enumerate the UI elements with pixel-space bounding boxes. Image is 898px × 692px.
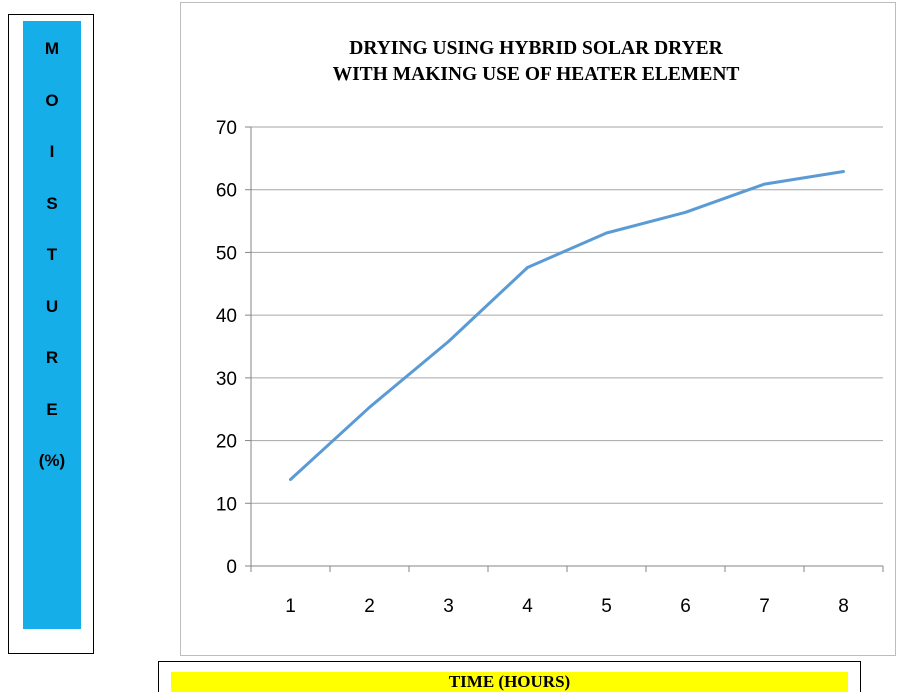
y-axis-label-letter: E (46, 399, 58, 419)
y-axis-label-letter: R (45, 348, 59, 367)
x-axis-label: TIME (HOURS) (171, 672, 848, 692)
y-tick-label: 30 (216, 369, 237, 390)
y-tick-label: 50 (216, 243, 237, 264)
x-tick-label: 5 (601, 596, 612, 617)
x-tick-label: 8 (838, 596, 849, 617)
x-tick-label: 1 (285, 596, 296, 617)
x-axis-label-box: TIME (HOURS) (158, 661, 861, 692)
y-axis-label-letter: M (44, 39, 60, 58)
y-tick-label: 20 (216, 432, 237, 453)
axes (250, 127, 884, 572)
y-tick-label: 70 (216, 118, 237, 139)
y-axis-label-box: M O I S T U R E (%) (8, 14, 94, 654)
y-axis-label-letter: T (46, 245, 58, 264)
y-axis-label-letters: M O I S T U R E (%) (23, 21, 81, 629)
x-tick-label: 6 (680, 596, 691, 617)
chart-title-line: DRYING USING HYBRID SOLAR DRYER (349, 38, 723, 59)
y-tick-label: 10 (216, 494, 237, 515)
series-line (289, 170, 845, 481)
y-axis-label: M O I S T U R E (%) (23, 21, 81, 629)
chart-frame: DRYING USING HYBRID SOLAR DRYER WITH MAKI… (180, 2, 896, 656)
line-chart: DRYING USING HYBRID SOLAR DRYER WITH MAKI… (216, 38, 884, 617)
y-axis-label-letter: I (49, 142, 55, 161)
y-tick-label: 40 (216, 306, 237, 327)
x-tick-label: 2 (364, 596, 375, 617)
x-tick-label: 7 (759, 596, 770, 617)
chart-title-line: WITH MAKING USE OF HEATER ELEMENT (333, 64, 740, 85)
y-tick-label: 60 (216, 181, 237, 202)
x-tick-labels: 1 2 3 4 5 6 7 8 (285, 596, 849, 617)
series-lines (289, 170, 845, 481)
y-axis-label-letter: O (45, 90, 59, 110)
y-axis-label-letter: U (45, 296, 59, 316)
y-tick-labels: 0 10 20 30 40 50 60 70 (216, 118, 237, 578)
y-axis-label-letter: (%) (38, 451, 66, 470)
gridlines (245, 126, 883, 567)
chart-title: DRYING USING HYBRID SOLAR DRYER WITH MAKI… (333, 38, 740, 85)
x-tick-label: 3 (443, 596, 454, 617)
x-tick-label: 4 (522, 596, 533, 617)
y-tick-label: 0 (226, 557, 237, 578)
y-axis-label-letter: S (46, 193, 58, 213)
